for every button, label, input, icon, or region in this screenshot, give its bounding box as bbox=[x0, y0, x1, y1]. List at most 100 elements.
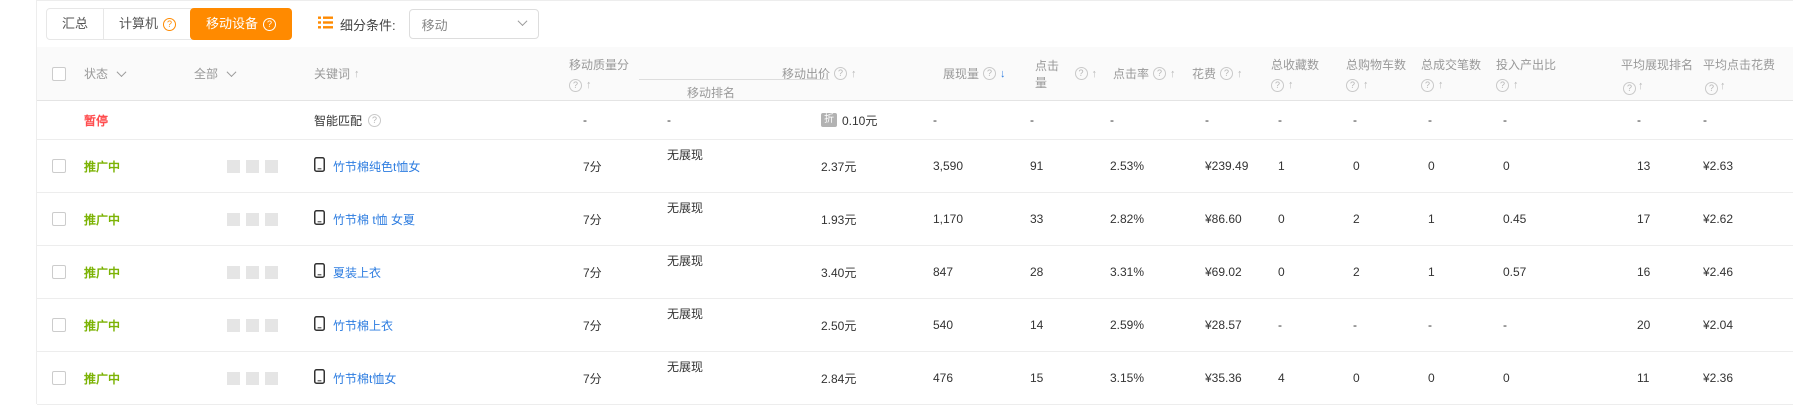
cell-rank: 无展现 bbox=[667, 360, 704, 374]
table-row: 推广中 竹节棉上衣 7分 无展现 2.50元 540 14 2.59% ¥28.57 - - - - 20… bbox=[37, 299, 1793, 352]
help-circle-icon[interactable]: ? bbox=[1153, 67, 1167, 80]
help-circle-icon[interactable]: ? bbox=[569, 78, 582, 92]
cell-clicks: 91 bbox=[1030, 159, 1044, 173]
sort-up-icon[interactable]: ↑ bbox=[354, 67, 360, 80]
cell-orders: - bbox=[1428, 113, 1432, 127]
quality-bar-segment bbox=[226, 371, 240, 385]
bid-value: 2.84元 bbox=[821, 371, 857, 386]
help-circle-icon[interactable]: ? bbox=[1346, 78, 1359, 92]
table-row: 推广中 竹节棉 t恤 女夏 7分 无展现 1.93元 1,170 33 2.82% ¥86.60… bbox=[37, 193, 1793, 246]
col-header-ctr[interactable]: 点击率? ↑ bbox=[1101, 47, 1186, 100]
sort-up-icon[interactable]: ↑ bbox=[1237, 67, 1243, 80]
tab-computer[interactable]: 计算机? bbox=[103, 9, 191, 39]
cell-favorites: 0 bbox=[1278, 265, 1285, 279]
col-header-roi[interactable]: 投入产出比? ↑ bbox=[1496, 47, 1621, 100]
col-header-bid[interactable]: 移动出价? ↑ bbox=[771, 47, 921, 100]
help-circle-icon[interactable]: ? bbox=[1074, 67, 1088, 80]
cell-avg_rank: 16 bbox=[1637, 265, 1651, 279]
cell-bid: 2.50元 bbox=[771, 299, 921, 351]
row-checkbox[interactable] bbox=[51, 371, 66, 385]
cell-keyword: 竹节棉t恤女 bbox=[314, 352, 569, 404]
help-circle-icon[interactable]: ? bbox=[1421, 78, 1434, 92]
keyword-link[interactable]: 夏装上衣 bbox=[333, 265, 382, 280]
help-circle-icon[interactable]: ? bbox=[263, 17, 277, 31]
row-checkbox[interactable] bbox=[51, 212, 66, 226]
chevron-down-icon bbox=[116, 67, 127, 78]
help-circle-icon[interactable]: ? bbox=[983, 67, 997, 80]
help-circle-icon[interactable]: ? bbox=[834, 67, 848, 80]
help-circle-icon[interactable]: ? bbox=[1220, 67, 1234, 80]
tab-mobile[interactable]: 移动设备? bbox=[190, 8, 293, 40]
row-checkbox[interactable] bbox=[51, 318, 66, 332]
col-header-avg_rank[interactable]: 平均展现排名? ↑ bbox=[1621, 47, 1703, 100]
col-header-favorites[interactable]: 总收藏数? ↑ bbox=[1271, 47, 1346, 100]
quality-bars-indicator bbox=[226, 371, 278, 385]
quality-bars-indicator bbox=[226, 265, 278, 279]
cell-quality: 7分 bbox=[583, 159, 602, 174]
col-header-avg_cpc[interactable]: 平均点击花费? ↑ bbox=[1703, 47, 1791, 100]
report-toolbar: 汇总 计算机? 移动设备? 细分条件: 移动 bbox=[37, 1, 1793, 47]
help-circle-icon[interactable]: ? bbox=[1271, 78, 1284, 92]
help-circle-icon[interactable]: ? bbox=[1623, 82, 1636, 95]
help-circle-icon[interactable]: ? bbox=[1496, 78, 1509, 92]
keyword-link[interactable]: 竹节棉 t恤 女夏 bbox=[333, 212, 416, 227]
sort-up-icon[interactable]: ↑ bbox=[1720, 80, 1726, 92]
cell-status: 推广中 bbox=[84, 193, 194, 245]
col-header-cost[interactable]: 花费? ↑ bbox=[1186, 47, 1271, 100]
col-header-keyword[interactable]: 关键词 ↑ bbox=[314, 47, 569, 100]
quality-bar-segment bbox=[226, 212, 240, 226]
sort-down-icon[interactable]: ↓ bbox=[1000, 67, 1006, 80]
tab-label: 计算机 bbox=[119, 16, 159, 31]
keyword-link[interactable]: 竹节棉上衣 bbox=[333, 318, 394, 333]
cell-cost: - bbox=[1205, 113, 1209, 127]
select-all-checkbox[interactable] bbox=[51, 66, 66, 81]
row-checkbox[interactable] bbox=[51, 159, 66, 173]
sort-up-icon[interactable]: ↑ bbox=[1638, 80, 1644, 92]
cell-carts: 0 bbox=[1353, 371, 1360, 385]
cell-bid: 3.40元 bbox=[771, 246, 921, 298]
segment-select[interactable]: 移动 bbox=[408, 9, 539, 39]
cell-cost: ¥86.60 bbox=[1205, 212, 1242, 226]
cell-bid: 2.84元 bbox=[771, 352, 921, 404]
mobile-phone-icon bbox=[314, 369, 325, 387]
tab-summary[interactable]: 汇总 bbox=[47, 9, 103, 39]
cell-avg_cpc: - bbox=[1703, 113, 1707, 127]
sort-up-icon[interactable]: ↑ bbox=[1170, 67, 1176, 80]
col-header-orders[interactable]: 总成交笔数? ↑ bbox=[1421, 47, 1496, 100]
sort-up-icon[interactable]: ↑ bbox=[851, 67, 857, 80]
col-header-status[interactable]: 状态 bbox=[84, 47, 194, 100]
sort-up-icon[interactable]: ↑ bbox=[1363, 79, 1369, 91]
cell-impressions: 3,590 bbox=[933, 159, 964, 173]
col-header-carts[interactable]: 总购物车数? ↑ bbox=[1346, 47, 1421, 100]
help-circle-icon[interactable]: ? bbox=[163, 17, 177, 31]
cell-orders: 1 bbox=[1428, 265, 1435, 279]
sort-up-icon[interactable]: ↑ bbox=[1513, 79, 1519, 91]
keyword-link[interactable]: 竹节棉t恤女 bbox=[333, 371, 397, 386]
col-header-clicks[interactable]: 点击量? ↑ bbox=[1021, 47, 1101, 100]
col-header-rank[interactable]: 移动排名 bbox=[639, 47, 829, 100]
keyword-link[interactable]: 竹节棉纯色t恤女 bbox=[333, 159, 421, 174]
col-header-label: 点击率 bbox=[1113, 67, 1150, 81]
cell-avg_rank: - bbox=[1637, 113, 1641, 127]
cell-clicks: - bbox=[1030, 113, 1034, 127]
cell-roi: 0 bbox=[1503, 159, 1510, 173]
col-header-all[interactable]: 全部 bbox=[194, 47, 314, 100]
col-header-label: 总成交笔数 bbox=[1421, 57, 1482, 72]
cell-ctr: 3.31% bbox=[1110, 265, 1145, 279]
help-circle-icon[interactable]: ? bbox=[368, 113, 382, 127]
sort-up-icon[interactable]: ↑ bbox=[1091, 67, 1098, 80]
cell-roi: - bbox=[1503, 113, 1507, 127]
col-header-label: 全部 bbox=[194, 67, 219, 81]
col-header-impressions[interactable]: 展现量? ↓ bbox=[921, 47, 1021, 100]
sort-up-icon[interactable]: ↑ bbox=[1288, 79, 1294, 91]
quality-bar-segment bbox=[245, 212, 259, 226]
sort-up-icon[interactable]: ↑ bbox=[586, 79, 592, 91]
cell-avg_cpc: ¥2.04 bbox=[1703, 318, 1734, 332]
sort-up-icon[interactable]: ↑ bbox=[1438, 79, 1444, 91]
help-circle-icon[interactable]: ? bbox=[1705, 82, 1718, 95]
status-badge: 推广中 bbox=[84, 212, 121, 227]
col-header-quality[interactable]: 移动质量分? ↑ bbox=[569, 47, 659, 100]
cell-favorites: - bbox=[1278, 318, 1282, 332]
row-checkbox[interactable] bbox=[51, 265, 66, 279]
col-header-label: 状态 bbox=[84, 67, 109, 81]
